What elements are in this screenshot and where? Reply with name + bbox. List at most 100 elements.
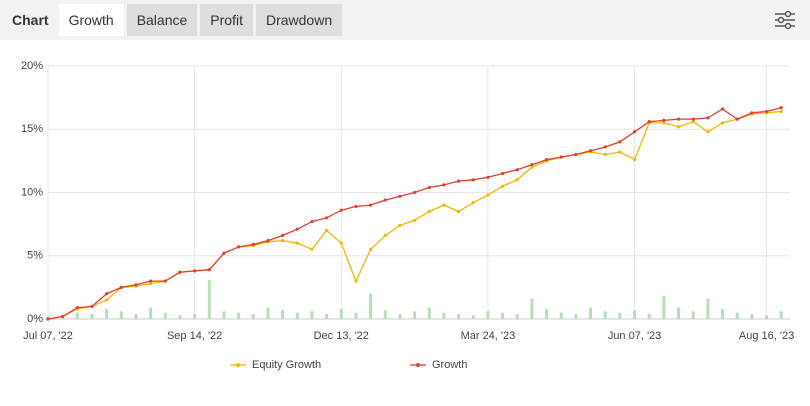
point (178, 270, 182, 274)
point (90, 304, 94, 308)
point (266, 238, 270, 243)
point (149, 279, 153, 283)
point (325, 216, 329, 220)
volume-bar (457, 313, 461, 319)
point (632, 158, 637, 162)
point (544, 158, 549, 162)
point (735, 117, 739, 121)
volume-bar (633, 310, 637, 319)
point (500, 184, 505, 188)
point (691, 117, 695, 121)
volume-bar (266, 307, 270, 319)
volume-bar (442, 312, 446, 319)
point (647, 120, 651, 124)
volume-bar (281, 310, 285, 319)
y-tick-label: 20% (21, 60, 43, 72)
point (149, 281, 153, 286)
tab[interactable]: Drawdown (255, 4, 343, 36)
point (105, 292, 109, 296)
point (119, 285, 123, 289)
point (779, 106, 783, 110)
point (383, 233, 387, 238)
volume-bar (735, 312, 739, 319)
point (398, 194, 402, 198)
volume-bar (193, 313, 197, 319)
legend-dot (236, 363, 240, 367)
tab[interactable]: Profit (200, 4, 253, 36)
point (310, 219, 314, 224)
volume-bar (149, 307, 153, 319)
point (222, 251, 226, 255)
volume-bar (178, 315, 182, 319)
point (193, 269, 197, 273)
volume-bar (691, 311, 695, 319)
point (530, 165, 534, 169)
point (369, 247, 373, 252)
volume-bar (75, 312, 79, 319)
volume-bar (647, 313, 651, 319)
point (603, 152, 607, 157)
volume-bar (574, 313, 578, 319)
settings-icon[interactable] (774, 10, 796, 30)
point (310, 247, 314, 252)
point (706, 116, 710, 120)
y-tick-label: 5% (27, 250, 43, 262)
volume-bar (501, 312, 505, 319)
volume-bar (471, 315, 475, 319)
point (237, 245, 241, 249)
point (354, 204, 358, 209)
volume-bar (354, 312, 358, 319)
volume-bar (251, 313, 255, 319)
volume-bar (765, 315, 769, 319)
point (676, 125, 681, 129)
point (325, 228, 329, 233)
volume-bar (369, 293, 373, 319)
volume-bar (119, 311, 123, 319)
tab[interactable]: Growth (58, 4, 124, 36)
legend-label: Growth (432, 359, 467, 371)
volume-bar (662, 296, 666, 319)
point (559, 155, 563, 159)
x-tick-label: Aug 16, '23 (739, 330, 794, 342)
volume-bar (589, 307, 593, 319)
point (295, 227, 299, 231)
x-tick-label: Jun 07, '23 (608, 330, 661, 342)
tab-bar: Chart Growth Balance Profit Drawdown (0, 0, 810, 40)
volume-bar (603, 311, 607, 319)
volume-bar (721, 308, 725, 319)
point (618, 140, 622, 144)
point (456, 179, 461, 183)
point (369, 203, 373, 207)
volume-bar (398, 313, 402, 319)
volume-bar (427, 307, 431, 319)
point (632, 130, 637, 134)
volume-bar (559, 312, 563, 319)
x-tick-label: Sep 14, '22 (167, 330, 222, 342)
volume-bar (339, 308, 343, 319)
point (134, 283, 138, 287)
point (603, 145, 607, 149)
point (442, 203, 446, 207)
line (47, 107, 782, 320)
point (486, 175, 490, 179)
tab[interactable]: Balance (126, 4, 198, 36)
volume-bar (383, 310, 387, 319)
point (588, 149, 593, 153)
point (662, 121, 666, 125)
volume-bar (706, 298, 710, 319)
volume-bar (530, 298, 534, 319)
point (720, 121, 725, 125)
point (61, 314, 65, 319)
y-tick-label: 10% (21, 186, 43, 198)
volume-bar (207, 279, 211, 319)
point (471, 178, 475, 182)
volume-bar (779, 311, 783, 319)
point (500, 171, 505, 176)
volume-bar (413, 311, 417, 319)
volume-bar (310, 311, 314, 319)
point (383, 198, 387, 202)
point (691, 120, 695, 124)
volume-bar (486, 311, 490, 319)
line (47, 110, 782, 320)
